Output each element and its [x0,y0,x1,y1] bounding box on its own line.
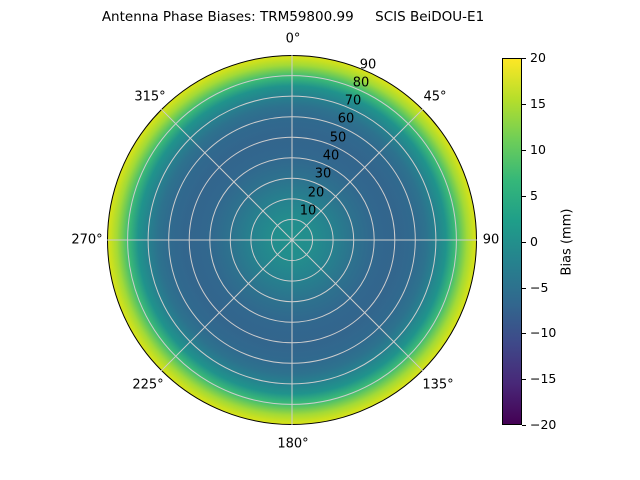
figure-title: Antenna Phase Biases: TRM59800.99 SCIS B… [101,9,485,25]
azimuth-label-45: 45° [423,89,447,105]
radial-tick-label-30: 30 [314,166,332,182]
azimuth-label-0: 0° [285,31,301,47]
tick-mark [522,424,526,426]
azimuth-label-270: 270° [71,232,103,248]
colorbar-tick-label: −15 [530,370,557,386]
grid-spokes [107,55,477,425]
azimuth-label-90: 90 [482,232,500,248]
radial-tick-label-50: 50 [329,130,347,146]
colorbar-tick-label: −5 [530,279,549,295]
tick-mark [522,57,526,59]
polar-grid [107,55,477,425]
radial-tick-label-60: 60 [337,111,355,127]
radial-tick-label-80: 80 [352,75,370,91]
radial-tick-label-10: 10 [299,203,317,219]
colorbar-tick-label: 10 [530,141,546,157]
tick-mark [522,378,526,380]
azimuth-label-135: 135° [422,377,454,393]
colorbar-gradient [502,58,522,425]
azimuth-label-225: 225° [132,377,164,393]
colorbar-tick-label: −10 [530,324,557,340]
tick-mark [522,287,526,289]
radial-tick-label-20: 20 [307,185,325,201]
tick-mark [522,241,526,243]
radial-tick-label-90: 90 [359,57,377,73]
colorbar-tick-label: 15 [530,95,546,111]
colorbar-tick-label: 20 [530,49,546,65]
azimuth-label-315: 315° [134,89,166,105]
tick-mark [522,195,526,197]
radial-tick-label-40: 40 [322,148,340,164]
colorbar-tick-label: −20 [530,416,557,432]
colorbar-tick-label: 5 [530,187,538,203]
colorbar-tick-label: 0 [530,233,538,249]
tick-mark [522,149,526,151]
colorbar-axis-label: Bias (mm) [559,208,575,276]
tick-mark [522,332,526,334]
tick-mark [522,103,526,105]
radial-tick-label-70: 70 [344,93,362,109]
colorbar: 20 15 10 5 0 −5 −10 −15 −20 Bias (mm) [502,51,612,430]
azimuth-label-180: 180° [277,436,309,452]
